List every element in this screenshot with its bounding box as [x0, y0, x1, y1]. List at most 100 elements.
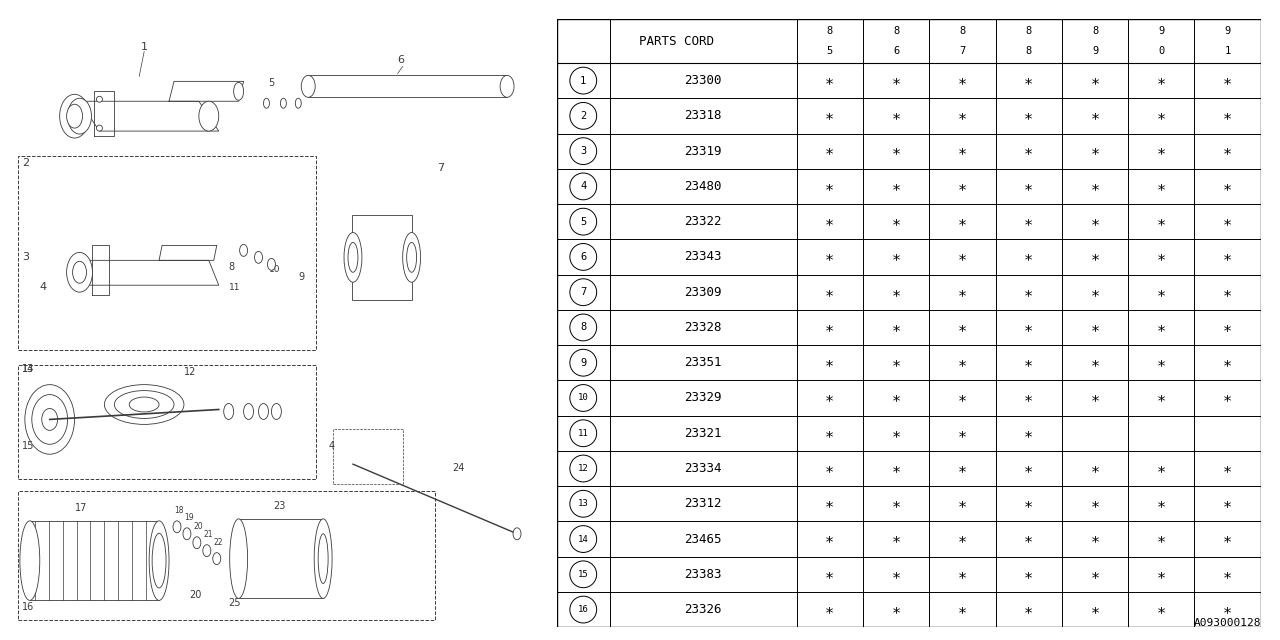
Text: 8: 8: [1025, 45, 1032, 56]
Text: ∗: ∗: [957, 73, 966, 88]
Ellipse shape: [193, 537, 201, 548]
Ellipse shape: [570, 596, 596, 623]
Text: 23318: 23318: [685, 109, 722, 122]
Text: ∗: ∗: [1091, 602, 1100, 617]
Text: ∗: ∗: [1157, 108, 1166, 124]
Text: ∗: ∗: [1224, 108, 1233, 124]
Text: 3: 3: [580, 146, 586, 156]
Ellipse shape: [344, 232, 362, 282]
Text: ∗: ∗: [957, 320, 966, 335]
Text: ∗: ∗: [892, 214, 901, 229]
Text: 18: 18: [174, 506, 183, 515]
Text: ∗: ∗: [1024, 355, 1033, 370]
Text: ∗: ∗: [1157, 567, 1166, 582]
Text: ∗: ∗: [1224, 567, 1233, 582]
Text: 16: 16: [577, 605, 589, 614]
Text: 8: 8: [580, 323, 586, 332]
Ellipse shape: [268, 259, 275, 270]
Text: 25: 25: [229, 598, 241, 609]
Text: 9: 9: [580, 358, 586, 368]
Text: ∗: ∗: [1224, 320, 1233, 335]
Text: 2: 2: [22, 158, 29, 168]
Text: A093000128: A093000128: [1193, 618, 1261, 628]
Text: 14: 14: [577, 534, 589, 543]
Text: ∗: ∗: [957, 390, 966, 406]
Text: 4: 4: [40, 282, 47, 292]
Text: ∗: ∗: [1157, 496, 1166, 511]
Bar: [352, 214, 412, 300]
Ellipse shape: [239, 244, 247, 257]
Ellipse shape: [32, 395, 68, 444]
Text: ∗: ∗: [957, 426, 966, 441]
Text: ∗: ∗: [892, 143, 901, 159]
Text: 4: 4: [328, 441, 334, 451]
Ellipse shape: [129, 397, 159, 412]
Ellipse shape: [570, 420, 596, 447]
Polygon shape: [79, 260, 219, 285]
Text: ∗: ∗: [1024, 143, 1033, 159]
Text: ∗: ∗: [957, 250, 966, 264]
Text: 23334: 23334: [685, 462, 722, 475]
Text: 3: 3: [22, 252, 29, 262]
Text: ∗: ∗: [892, 320, 901, 335]
Ellipse shape: [570, 490, 596, 517]
Text: PARTS CORD: PARTS CORD: [639, 35, 714, 47]
Text: ∗: ∗: [892, 73, 901, 88]
Ellipse shape: [301, 76, 315, 97]
Text: 7: 7: [438, 163, 444, 173]
Text: 5: 5: [269, 78, 275, 88]
Ellipse shape: [500, 76, 515, 97]
Text: 23480: 23480: [685, 180, 722, 193]
Text: 23300: 23300: [685, 74, 722, 87]
Text: ∗: ∗: [1024, 214, 1033, 229]
Text: ∗: ∗: [826, 461, 835, 476]
Text: ∗: ∗: [1024, 461, 1033, 476]
Ellipse shape: [24, 385, 74, 454]
Text: ∗: ∗: [1157, 143, 1166, 159]
Text: ∗: ∗: [1024, 496, 1033, 511]
Text: ∗: ∗: [1224, 250, 1233, 264]
Text: ∗: ∗: [892, 250, 901, 264]
Ellipse shape: [67, 252, 92, 292]
Text: 2: 2: [580, 111, 586, 121]
Text: ∗: ∗: [957, 143, 966, 159]
Text: 10: 10: [269, 265, 280, 275]
Text: ∗: ∗: [1224, 355, 1233, 370]
Text: ∗: ∗: [892, 108, 901, 124]
Text: 20: 20: [193, 522, 204, 531]
Text: 9: 9: [1158, 26, 1165, 36]
Text: ∗: ∗: [1224, 532, 1233, 547]
Text: 23312: 23312: [685, 497, 722, 510]
Text: 23319: 23319: [685, 145, 722, 157]
Text: 23383: 23383: [685, 568, 722, 581]
Text: ∗: ∗: [957, 355, 966, 370]
Text: ∗: ∗: [826, 179, 835, 194]
Text: 1: 1: [1225, 45, 1231, 56]
Text: ∗: ∗: [826, 73, 835, 88]
Polygon shape: [92, 245, 109, 295]
Ellipse shape: [105, 385, 184, 424]
Text: ∗: ∗: [957, 496, 966, 511]
Polygon shape: [95, 92, 114, 136]
Text: ∗: ∗: [957, 179, 966, 194]
Text: ∗: ∗: [1224, 214, 1233, 229]
Text: ∗: ∗: [1157, 602, 1166, 617]
Ellipse shape: [202, 545, 211, 557]
Text: ∗: ∗: [1157, 320, 1166, 335]
Text: ∗: ∗: [1224, 390, 1233, 406]
Text: ∗: ∗: [892, 496, 901, 511]
Ellipse shape: [570, 349, 596, 376]
Ellipse shape: [234, 83, 243, 100]
Ellipse shape: [319, 534, 328, 584]
Text: ∗: ∗: [1224, 179, 1233, 194]
Text: ∗: ∗: [1091, 108, 1100, 124]
Text: ∗: ∗: [1224, 285, 1233, 300]
Ellipse shape: [570, 244, 596, 270]
Text: 13: 13: [22, 364, 35, 374]
Ellipse shape: [348, 243, 358, 272]
Text: ∗: ∗: [892, 179, 901, 194]
Text: 9: 9: [1092, 45, 1098, 56]
Text: 23: 23: [274, 501, 285, 511]
Ellipse shape: [183, 528, 191, 540]
Ellipse shape: [403, 232, 421, 282]
